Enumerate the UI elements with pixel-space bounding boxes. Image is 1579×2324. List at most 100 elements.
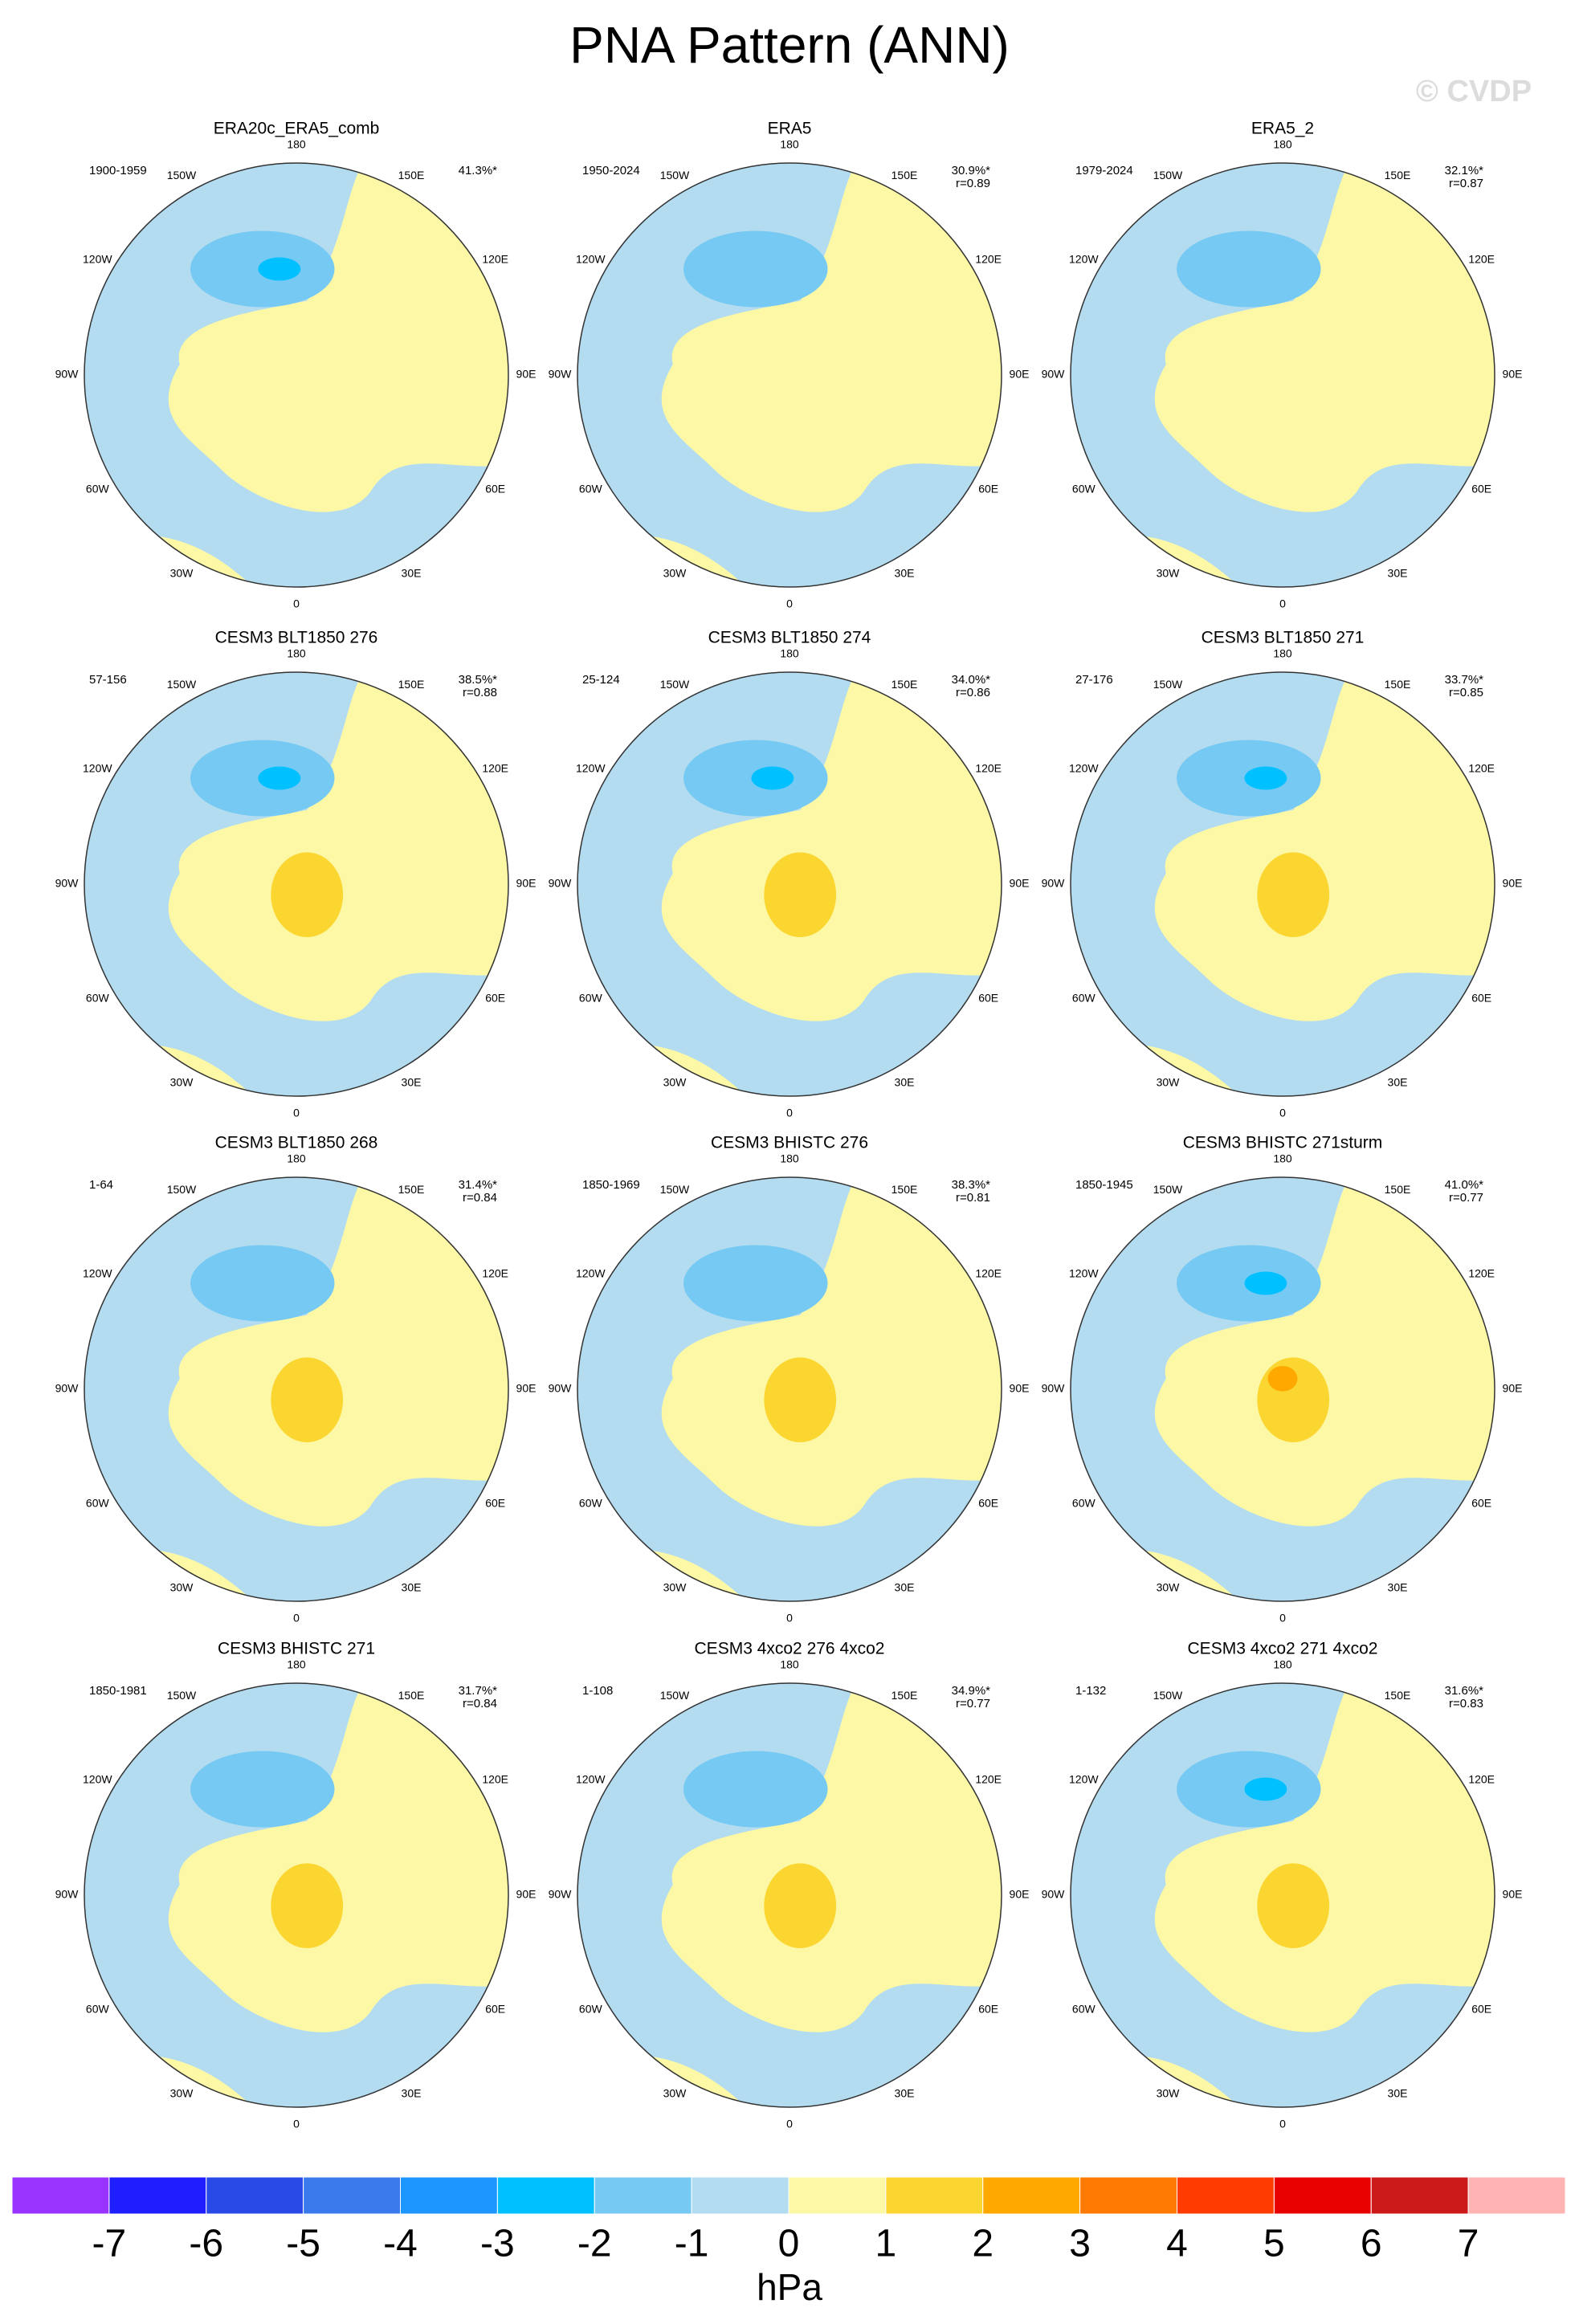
longitude-label: 150W bbox=[1153, 169, 1183, 181]
map-panel: CESM3 BHISTC 271sturm 1850-1945 41.0%*r=0.… bbox=[1042, 1134, 1523, 1625]
longitude-label: 90E bbox=[1503, 1382, 1523, 1395]
longitude-label: 120W bbox=[83, 762, 112, 775]
longitude-label: 90W bbox=[1042, 368, 1066, 381]
correlation-label: r=0.81 bbox=[956, 1191, 990, 1205]
longitude-label: 90W bbox=[1042, 877, 1066, 890]
map-field bbox=[84, 1177, 508, 1601]
map-border bbox=[577, 162, 1002, 588]
longitude-label: 120W bbox=[83, 253, 112, 266]
longitude-label: 180 bbox=[780, 647, 799, 660]
longitude-label: 60E bbox=[1471, 2003, 1491, 2016]
map-panel: CESM3 4xco2 276 4xco2 1-108 34.9%*r=0.77 18… bbox=[549, 1640, 1030, 2130]
longitude-label: 30E bbox=[895, 1580, 915, 1593]
positive-region bbox=[662, 672, 1002, 1021]
map-field bbox=[577, 1683, 1002, 2107]
colorbar-box bbox=[1467, 2176, 1566, 2215]
positive-region bbox=[1155, 1177, 1495, 1527]
longitude-label: 90W bbox=[55, 1888, 80, 1901]
positive-region bbox=[169, 1683, 508, 2032]
colorbar-box bbox=[303, 2176, 401, 2215]
negative-center bbox=[1244, 766, 1287, 790]
longitude-label: 30E bbox=[402, 1580, 422, 1593]
longitude-label: 150E bbox=[892, 1689, 918, 1702]
map-field bbox=[1071, 163, 1495, 587]
longitude-label: 90W bbox=[549, 1888, 573, 1901]
longitude-label: 150W bbox=[660, 169, 690, 181]
colorbar-tick-label: 7 bbox=[1458, 2223, 1479, 2265]
longitude-label: 0 bbox=[1279, 1612, 1286, 1625]
variance-label: 34.0%* bbox=[952, 673, 991, 687]
map-border bbox=[1070, 671, 1495, 1097]
correlation-label: r=0.84 bbox=[463, 1191, 497, 1205]
longitude-label: 30E bbox=[1388, 2086, 1408, 2099]
map-field bbox=[577, 1177, 1002, 1601]
map-panel: CESM3 BHISTC 276 1850-1969 38.3%*r=0.81 180… bbox=[549, 1134, 1030, 1625]
map-panel: CESM3 BLT1850 274 25-124 34.0%*r=0.86 180 15… bbox=[549, 629, 1030, 1119]
longitude-label: 150W bbox=[167, 678, 197, 691]
longitude-label: 120W bbox=[576, 762, 606, 775]
longitude-label: 60W bbox=[1072, 483, 1096, 495]
longitude-label: 0 bbox=[293, 2118, 300, 2130]
longitude-label: 0 bbox=[786, 597, 793, 610]
longitude-label: 60W bbox=[86, 1497, 110, 1510]
period-label: 1979-2024 bbox=[1075, 164, 1133, 177]
positive-core bbox=[1257, 1863, 1330, 1948]
colorbar-tick-label: 2 bbox=[972, 2223, 994, 2265]
longitude-label: 150W bbox=[660, 678, 690, 691]
colorbar-tick-label: 3 bbox=[1069, 2223, 1091, 2265]
panel-title: CESM3 4xco2 276 4xco2 bbox=[695, 1640, 885, 1658]
variance-label: 38.3%* bbox=[952, 1178, 991, 1192]
longitude-label: 90W bbox=[55, 1382, 80, 1395]
colorbar-box bbox=[206, 2176, 304, 2215]
map-panel: CESM3 4xco2 271 4xco2 1-132 31.6%*r=0.83 18… bbox=[1042, 1640, 1523, 2130]
longitude-label: 60W bbox=[579, 483, 603, 495]
longitude-label: 90W bbox=[1042, 1382, 1066, 1395]
longitude-label: 150W bbox=[660, 1183, 690, 1196]
positive-region bbox=[662, 163, 1002, 512]
period-label: 57-156 bbox=[89, 673, 127, 687]
longitude-label: 30E bbox=[1388, 1075, 1408, 1088]
longitude-label: 150E bbox=[1385, 1689, 1411, 1702]
positive-region bbox=[169, 672, 508, 1021]
negative-center bbox=[1244, 1777, 1287, 1801]
longitude-label: 150W bbox=[660, 1689, 690, 1702]
map-panel: CESM3 BHISTC 271 1850-1981 31.7%*r=0.84 180… bbox=[55, 1640, 537, 2130]
longitude-label: 0 bbox=[786, 1612, 793, 1625]
longitude-label: 150E bbox=[1385, 678, 1411, 691]
map-panel: ERA5_2 1979-2024 32.1%*r=0.87 180 150E 120E 90… bbox=[1042, 120, 1523, 610]
period-label: 1900-1959 bbox=[89, 164, 147, 177]
map-border bbox=[84, 1176, 509, 1602]
colorbar-tick-label: 6 bbox=[1361, 2223, 1382, 2265]
longitude-label: 60W bbox=[86, 992, 110, 1005]
panel-title: CESM3 BHISTC 271sturm bbox=[1183, 1134, 1383, 1152]
panel-title: CESM3 BHISTC 271 bbox=[218, 1640, 375, 1658]
longitude-label: 0 bbox=[786, 1107, 793, 1119]
panel-title: ERA20c_ERA5_comb bbox=[214, 120, 380, 138]
variance-label: 31.6%* bbox=[1445, 1684, 1484, 1698]
map-panel: ERA20c_ERA5_comb 1900-1959 41.3%* 180 150E 12… bbox=[55, 120, 537, 610]
colorbar-unit: hPa bbox=[757, 2266, 822, 2308]
variance-label: 34.9%* bbox=[952, 1684, 991, 1698]
longitude-label: 120W bbox=[1069, 253, 1099, 266]
longitude-label: 30E bbox=[402, 566, 422, 579]
longitude-label: 180 bbox=[780, 1658, 799, 1671]
longitude-label: 180 bbox=[287, 1152, 306, 1165]
longitude-label: 90W bbox=[549, 877, 573, 890]
colorbar-tick-label: 5 bbox=[1263, 2223, 1285, 2265]
period-label: 1850-1969 bbox=[582, 1178, 640, 1192]
longitude-label: 180 bbox=[287, 1658, 306, 1671]
period-label: 1950-2024 bbox=[582, 164, 640, 177]
longitude-label: 0 bbox=[786, 2118, 793, 2130]
longitude-label: 90W bbox=[55, 368, 80, 381]
variance-label: 41.3%* bbox=[459, 164, 498, 177]
longitude-label: 30E bbox=[895, 1075, 915, 1088]
correlation-label: r=0.86 bbox=[956, 686, 990, 699]
longitude-label: 120E bbox=[975, 1267, 1002, 1280]
longitude-label: 30W bbox=[170, 566, 194, 579]
longitude-label: 120W bbox=[1069, 762, 1099, 775]
positive-region bbox=[1155, 1683, 1495, 2032]
longitude-label: 60E bbox=[1471, 483, 1491, 495]
colorbar-tick-label: -5 bbox=[286, 2223, 320, 2265]
colorbar-tick-label: -1 bbox=[675, 2223, 709, 2265]
longitude-label: 90E bbox=[1503, 368, 1523, 381]
